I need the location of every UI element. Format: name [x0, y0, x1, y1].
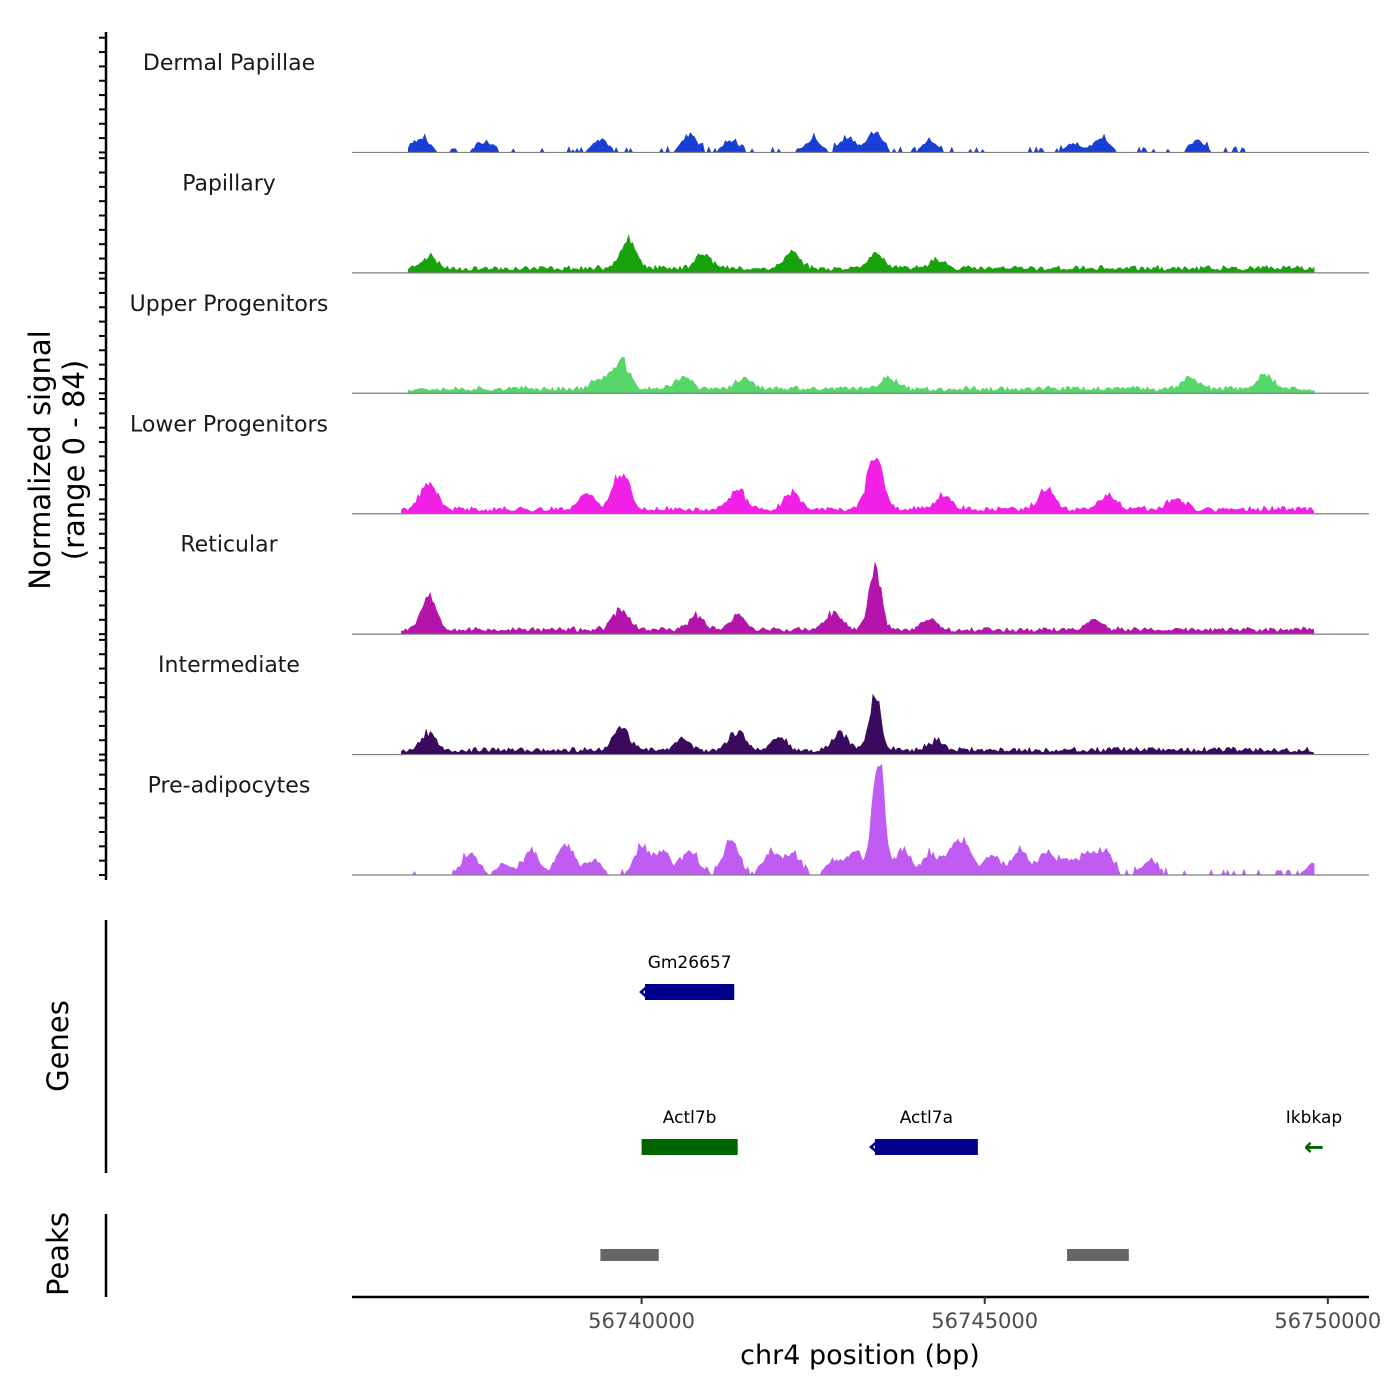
gene-strand-chevron [868, 1140, 879, 1154]
peak-region [1067, 1249, 1129, 1261]
coverage-area [408, 234, 1315, 274]
coverage-track: Reticular [180, 533, 1369, 635]
peaks-track-label: Peaks [41, 1212, 75, 1296]
x-axis-tick-label: 56750000 [1274, 1309, 1381, 1333]
coverage-area [408, 131, 1246, 154]
gene-body [641, 1139, 738, 1155]
gene-strand-chevron [639, 985, 649, 999]
coverage-track-label: Intermediate [158, 653, 300, 678]
coverage-tracks: Dermal Papillae Papillary Upper Progenitor… [130, 51, 1369, 877]
gene-strand-arrow: ← [1304, 1133, 1324, 1161]
y-axis-label-line1: Normalized signal [23, 330, 57, 589]
gene-label: Actl7a [900, 1108, 953, 1128]
coverage-area [408, 763, 1315, 877]
y-axis-label-line2: (range 0 - 84) [57, 360, 91, 560]
coverage-track-label: Lower Progenitors [130, 412, 328, 437]
coverage-y-axis-ticks [99, 36, 106, 876]
coverage-track-label: Reticular [180, 533, 278, 558]
coverage-area [401, 457, 1315, 515]
gene-body [874, 1139, 978, 1155]
coverage-track-label: Papillary [182, 171, 276, 196]
coverage-track: Dermal Papillae [143, 51, 1369, 154]
x-axis-tick-label: 56740000 [588, 1309, 695, 1333]
gene-model: Actl7b [641, 1108, 738, 1155]
gene-body [645, 984, 735, 1000]
genes-track-label: Genes [41, 1000, 75, 1092]
gene-label: Gm26657 [648, 953, 732, 973]
coverage-track: Upper Progenitors [130, 292, 1369, 394]
coverage-area [401, 693, 1315, 755]
gene-label: Ikbkap [1286, 1108, 1342, 1128]
coverage-area [401, 561, 1315, 635]
coverage-y-axis-title: Normalized signal (range 0 - 84) [23, 330, 91, 589]
x-axis-label: chr4 position (bp) [740, 1340, 980, 1371]
coverage-track: Lower Progenitors [130, 412, 1369, 515]
gene-model: Actl7a [868, 1108, 978, 1155]
gene-annotations: Gm26657 Actl7b Actl7a Ikbkap ← [639, 953, 1342, 1161]
coverage-area [408, 356, 1315, 394]
gene-model: Ikbkap ← [1286, 1108, 1342, 1161]
x-axis-tick-label: 56745000 [931, 1309, 1038, 1333]
coverage-track: Papillary [182, 171, 1369, 274]
coverage-track-label: Dermal Papillae [143, 51, 315, 76]
coverage-track: Pre-adipocytes [148, 763, 1369, 877]
peak-region [600, 1249, 659, 1261]
x-axis-ticks: 56740000 56745000 56750000 [588, 1297, 1381, 1333]
gene-model: Gm26657 [639, 953, 735, 1000]
gene-label: Actl7b [663, 1108, 717, 1128]
coverage-track-label: Pre-adipocytes [148, 774, 311, 799]
peak-annotations [600, 1249, 1129, 1261]
coverage-track-label: Upper Progenitors [130, 292, 329, 317]
coverage-track: Intermediate [158, 653, 1369, 756]
